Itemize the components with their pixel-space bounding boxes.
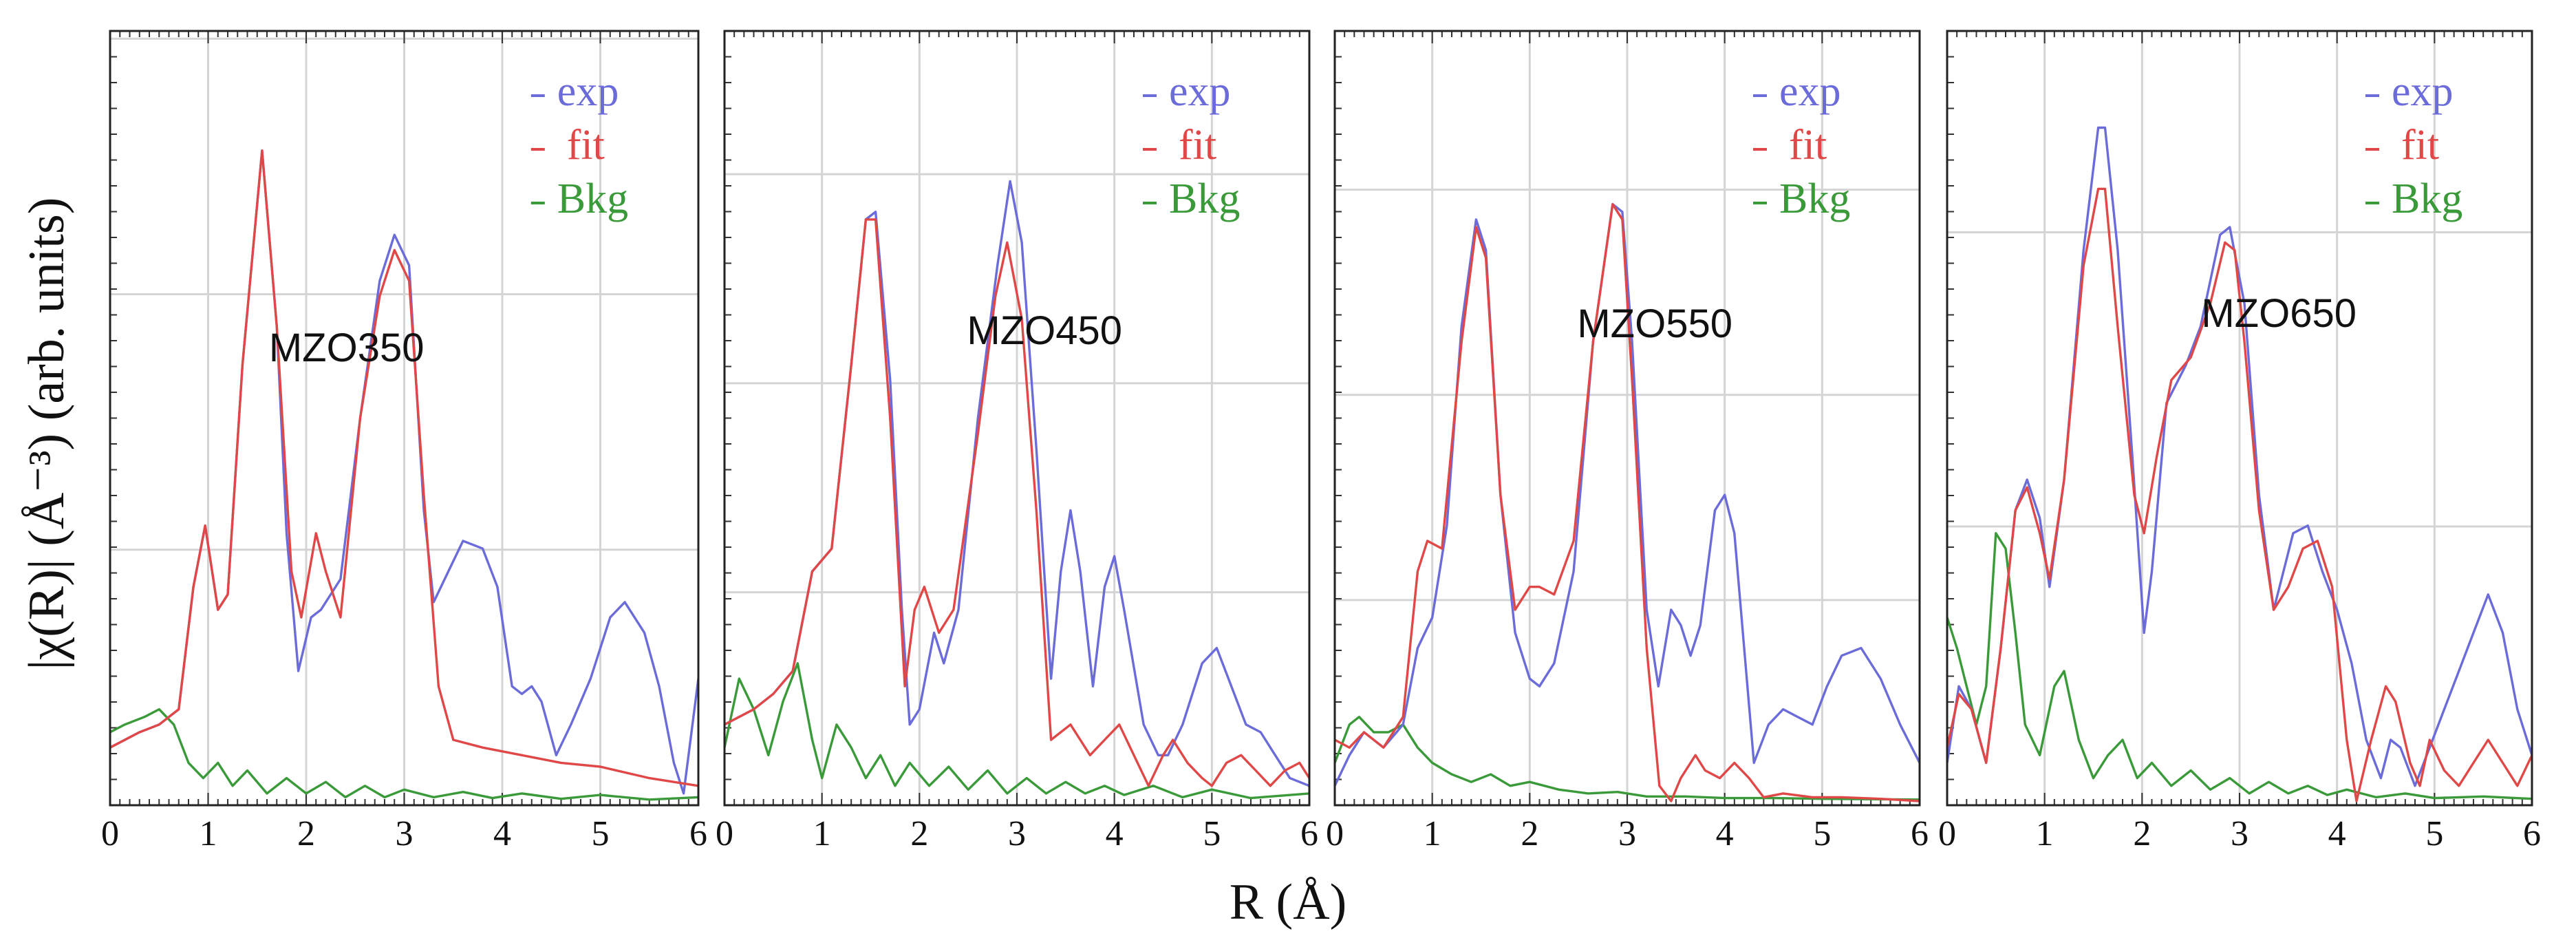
x-tick-label: 3 [396,814,414,853]
x-tick-label: 1 [200,814,217,853]
legend-label-exp: exp [1169,68,1231,115]
sample-label: MZO550 [1577,301,1732,346]
x-tick-label: 0 [1326,814,1344,853]
x-tick-label: 2 [2133,814,2151,853]
legend-label-fit: fit [1179,122,1216,169]
legend-label-bkg: Bkg [2392,175,2462,222]
y-axis-label: |χ(R)| (Å⁻³) (arb. units) [19,198,75,670]
series-line-bkg [1335,716,1920,801]
x-tick-label: 6 [689,814,707,853]
legend-label-bkg: Bkg [1169,175,1240,222]
x-tick-label: 0 [1938,814,1956,853]
x-tick-label: 6 [1300,814,1318,853]
x-tick-label: 2 [297,814,315,853]
x-tick-label: 5 [1203,814,1221,853]
series-line-fit [110,149,698,787]
plot-frame [1333,30,1921,807]
legend-label-fit: fit [1789,122,1827,169]
x-tick-label: 3 [1008,814,1026,853]
legend-label-exp: exp [2392,68,2454,115]
legend-label-fit: fit [567,122,605,169]
x-tick-label: 4 [493,814,511,853]
x-tick-label: 0 [101,814,119,853]
chart-panel-mzo550: 0 1 2 3 4 5 6 exp fit Bkg MZO550 [1326,30,1929,853]
x-tick-label: 0 [716,814,733,853]
x-tick-label: 1 [2036,814,2054,853]
series-line-fit [1335,203,1920,802]
plot-frame [723,30,1311,807]
x-tick-label: 5 [1813,814,1831,853]
legend-label-exp: exp [557,68,619,115]
legend-label-bkg: Bkg [557,175,628,222]
x-axis-label: R (Å) [1230,874,1347,930]
chart-panel-mzo650: 0 1 2 3 4 5 6 exp fit Bkg MZO650 [1938,30,2541,853]
x-tick-label: 4 [1716,814,1734,853]
x-tick-label: 5 [2425,814,2443,853]
plot-frame [1946,30,2533,807]
series-line-exp [1335,203,1920,787]
sample-label: MZO350 [269,326,425,370]
sample-label: MZO650 [2201,291,2357,336]
x-tick-label: 6 [1911,814,1929,853]
series-line-fit [1947,187,2532,802]
series-line-fit [724,218,1309,787]
plot-frame [109,30,700,807]
x-tick-label: 4 [1106,814,1124,853]
series-line-bkg [1947,532,2532,800]
x-tick-label: 3 [2231,814,2248,853]
x-tick-label: 1 [813,814,831,853]
x-tick-label: 2 [910,814,928,853]
series-line-bkg [724,662,1309,800]
x-tick-label: 2 [1521,814,1538,853]
x-tick-label: 3 [1618,814,1636,853]
chart-panel-mzo450: 0 1 2 3 4 5 6 exp fit Bkg MZO450 [716,30,1318,853]
x-tick-label: 1 [1424,814,1441,853]
legend-label-fit: fit [2401,122,2439,169]
x-tick-label: 4 [2328,814,2346,853]
chart-panel-mzo350: 0 1 2 3 4 5 6 exp fit Bkg MZO350 [101,30,707,853]
x-tick-label: 5 [592,814,610,853]
x-tick-label: 6 [2523,814,2541,853]
legend-label-bkg: Bkg [1779,175,1850,222]
legend-label-exp: exp [1779,68,1841,115]
series-line-bkg [110,707,698,801]
sample-label: MZO450 [967,308,1122,353]
